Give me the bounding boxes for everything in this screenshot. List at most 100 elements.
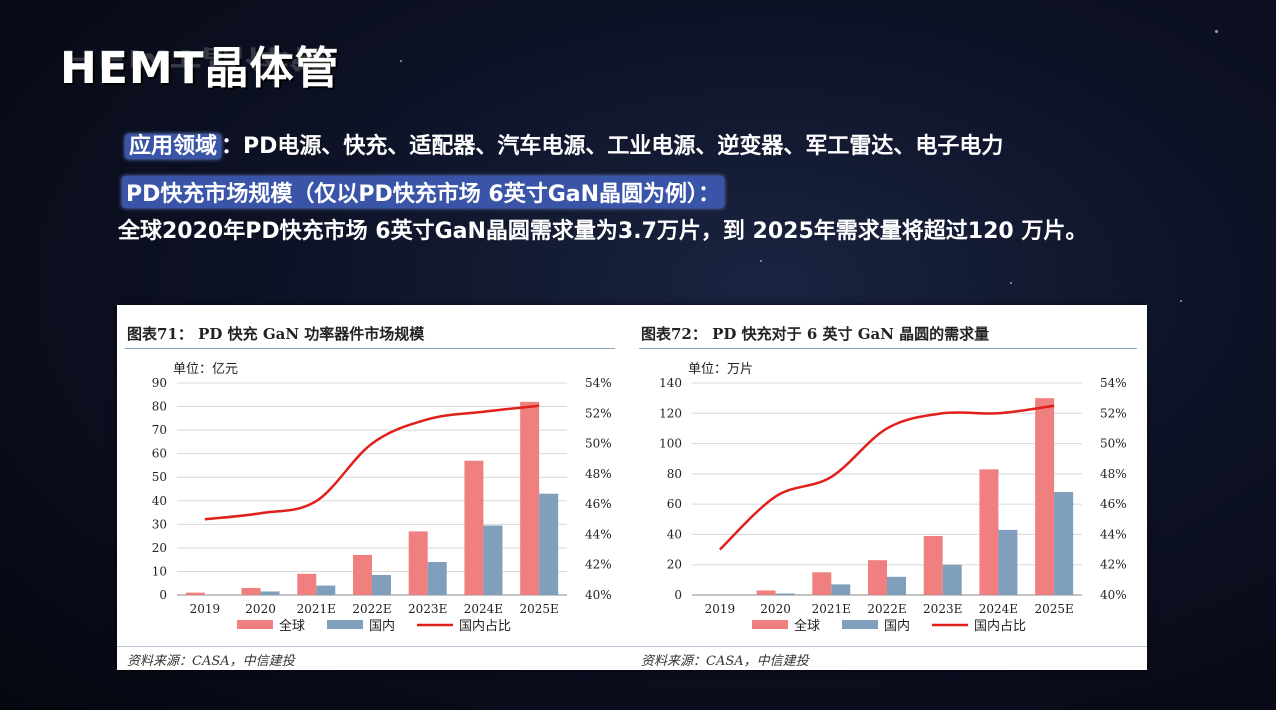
legend-label: 国内 — [884, 618, 910, 634]
source-left: 资料来源：CASA，中信建投 — [127, 654, 295, 669]
bar-global — [756, 590, 776, 595]
chart-divider-left — [125, 348, 615, 349]
bar-global — [353, 554, 372, 595]
y2-tick-label: 54% — [585, 376, 612, 390]
legend-swatch — [327, 620, 363, 629]
chart-market-size: 单位：亿元 0 10 20 30 40 50 60 70 80 90 40% 42% 44% 46% 48% 5… — [152, 362, 612, 634]
bar-domestic — [775, 593, 795, 595]
bar-domestic — [316, 585, 336, 595]
y-tick-label: 40 — [152, 494, 167, 508]
x-tick-label: 2024E — [464, 602, 503, 616]
page-title: HEMT晶体管 — [60, 43, 340, 94]
x-tick-label: 2021E — [812, 602, 851, 616]
bar-domestic — [260, 591, 280, 595]
star — [1180, 300, 1182, 302]
y-tick-label: 120 — [659, 406, 682, 420]
page-title-reflection: HEMT晶体管 — [60, 43, 333, 72]
legend-label: 国内占比 — [459, 618, 511, 634]
x-tick-label: 2025E — [519, 602, 558, 616]
x-tick-label: 2019 — [705, 602, 736, 616]
y2-tick-label: 48% — [1100, 467, 1127, 481]
bar-domestic — [483, 525, 503, 595]
bar-global — [1035, 398, 1055, 595]
bar-domestic — [831, 584, 851, 595]
x-tick-label: 2023E — [923, 602, 962, 616]
bar-global — [520, 401, 540, 595]
legend-label: 全球 — [279, 618, 305, 634]
bar-domestic — [427, 562, 447, 595]
legend-swatch — [752, 620, 788, 629]
y-tick-label: 30 — [152, 517, 167, 531]
bar-global — [185, 592, 205, 595]
y2-tick-label: 40% — [585, 588, 612, 602]
x-tick-label: 2021E — [297, 602, 336, 616]
footer-divider — [117, 646, 1147, 647]
unit-label: 单位：亿元 — [173, 362, 238, 377]
market-summary: 全球2020年PD快充市场 6英寸GaN晶圆需求量为3.7万片，到 2025年需… — [118, 219, 1088, 244]
y2-tick-label: 44% — [1100, 527, 1127, 541]
y-tick-label: 10 — [152, 564, 167, 578]
legend-swatch — [237, 620, 273, 629]
y-tick-label: 20 — [152, 541, 167, 555]
chart-title-left: 图表71： PD 快充 GaN 功率器件市场规模 — [127, 325, 425, 343]
star — [1010, 282, 1012, 284]
y-tick-label: 80 — [152, 400, 167, 414]
bar-domestic — [539, 493, 559, 595]
y2-tick-label: 42% — [585, 558, 612, 572]
bar-domestic — [372, 574, 391, 595]
x-tick-label: 2020 — [760, 602, 791, 616]
bar-global — [923, 535, 943, 595]
chart-divider-right — [639, 348, 1137, 349]
y2-tick-label: 52% — [1100, 406, 1127, 420]
x-tick-label: 2022E — [352, 602, 391, 616]
bar-domestic — [942, 564, 962, 595]
bar-domestic — [887, 576, 906, 595]
y-tick-label: 50 — [152, 470, 167, 484]
y2-tick-label: 46% — [1100, 497, 1127, 511]
y2-tick-label: 54% — [1100, 376, 1127, 390]
y2-tick-label: 40% — [1100, 588, 1127, 602]
x-tick-label: 2024E — [979, 602, 1018, 616]
legend-label: 国内占比 — [974, 618, 1026, 634]
y-tick-label: 70 — [152, 423, 167, 437]
unit-label: 单位：万片 — [688, 362, 753, 377]
bar-domestic — [1054, 492, 1074, 595]
y2-tick-label: 50% — [1100, 437, 1127, 451]
chart-panel: 图表71： PD 快充 GaN 功率器件市场规模 图表72： PD 快充对于 6… — [117, 305, 1147, 670]
share-line — [204, 404, 540, 521]
share-line — [718, 404, 1055, 551]
y-tick-label: 60 — [152, 447, 167, 461]
bar-global — [868, 560, 887, 595]
bar-global — [297, 573, 317, 595]
legend-swatch — [842, 620, 878, 629]
bar-global — [812, 572, 832, 595]
application-text: ：PD电源、快充、适配器、汽车电源、工业电源、逆变器、军工雷达、电子电力 — [221, 134, 1004, 159]
x-tick-label: 2019 — [190, 602, 221, 616]
y2-tick-label: 52% — [585, 406, 612, 420]
star — [400, 60, 402, 62]
y-tick-label: 100 — [659, 437, 682, 451]
star — [1215, 30, 1218, 33]
bar-domestic — [998, 529, 1018, 595]
legend-label: 全球 — [794, 618, 820, 634]
y2-tick-label: 50% — [585, 437, 612, 451]
y2-tick-label: 48% — [585, 467, 612, 481]
star — [760, 260, 762, 262]
application-tag: 应用领域 — [125, 134, 222, 159]
bar-global — [408, 531, 428, 595]
y-tick-label: 40 — [667, 527, 682, 541]
y2-tick-label: 42% — [1100, 558, 1127, 572]
y-tick-label: 0 — [674, 588, 682, 602]
source-right: 资料来源：CASA，中信建投 — [641, 654, 809, 669]
market-heading: PD快充市场规模（仅以PD快充市场 6英寸GaN晶圆为例）： — [122, 176, 725, 208]
y-tick-label: 20 — [667, 558, 682, 572]
x-tick-label: 2022E — [867, 602, 906, 616]
x-tick-label: 2025E — [1034, 602, 1073, 616]
y-tick-label: 60 — [667, 497, 682, 511]
chart-wafer-demand: 单位：万片 0 20 40 60 80 100 120 140 40% 42% 44% 46% 48% 50… — [659, 362, 1127, 634]
y-tick-label: 0 — [159, 588, 167, 602]
y-tick-label: 140 — [659, 376, 682, 390]
x-tick-label: 2023E — [408, 602, 447, 616]
y2-tick-label: 44% — [585, 527, 612, 541]
bar-global — [464, 460, 484, 595]
